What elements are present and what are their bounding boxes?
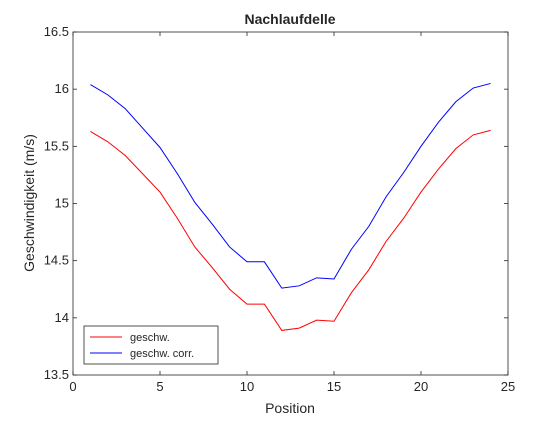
y-tick-label: 14.5	[44, 253, 69, 268]
series-line-1	[90, 129, 491, 331]
y-tick-label: 16	[55, 81, 69, 96]
chart-title: Nachlaufdelle	[244, 11, 335, 27]
y-tick-label: 16.5	[44, 24, 69, 39]
x-tick-label: 25	[501, 379, 515, 394]
x-axis-label: Position	[265, 400, 315, 416]
x-tick-label: 10	[240, 379, 254, 394]
series-lines	[90, 82, 491, 331]
legend-label: geschw. corr.	[130, 348, 194, 360]
legend: geschw. geschw. corr.	[83, 325, 219, 365]
y-axis-label: Geschwindigkeit (m/s)	[21, 134, 37, 272]
legend-label: geschw.	[130, 332, 170, 344]
plot-area	[72, 31, 509, 376]
x-axis-ticks: 0 5 10 15 20 25	[69, 32, 515, 394]
y-tick-label: 15.5	[44, 138, 69, 153]
legend-box	[83, 325, 219, 365]
x-tick-label: 0	[69, 379, 76, 394]
x-tick-label: 5	[156, 379, 163, 394]
y-axis-ticks: 13.5 14 14.5 15 15.5 16 16.5	[44, 24, 508, 382]
y-tick-label: 15	[55, 196, 69, 211]
x-tick-label: 15	[327, 379, 341, 394]
x-tick-label: 20	[414, 379, 428, 394]
y-tick-label: 13.5	[44, 367, 69, 382]
series-line-2	[90, 82, 491, 289]
y-tick-label: 14	[55, 310, 69, 325]
